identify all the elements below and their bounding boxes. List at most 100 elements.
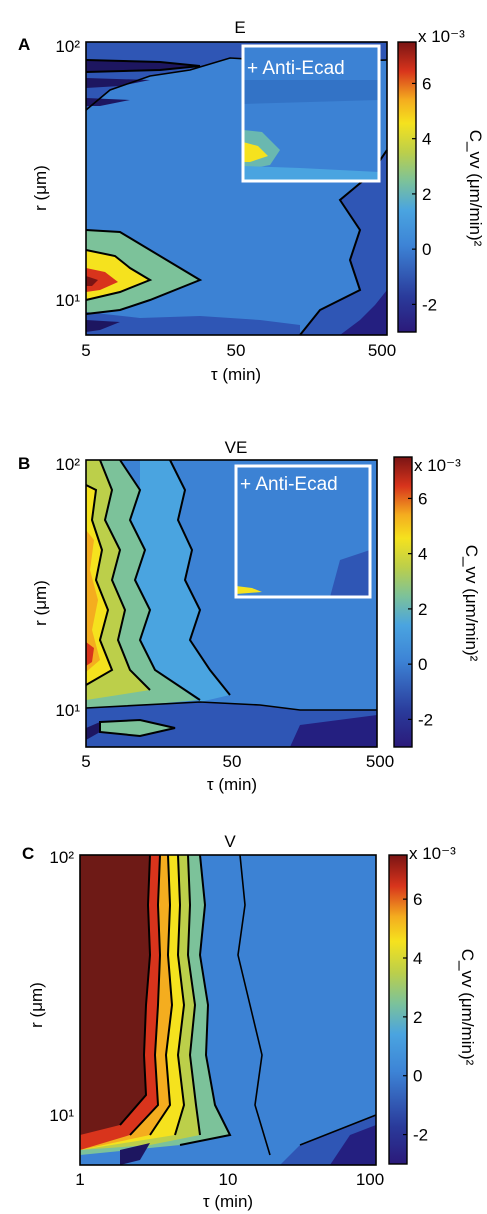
colorbar-tick-label: -2 [413, 1126, 428, 1145]
contour-line-1 [119, 459, 201, 701]
contour-line-5 [99, 718, 176, 738]
contour-line-8 [299, 1114, 377, 1146]
panel-a: A E [0, 0, 487, 395]
x-tick-label: 1 [75, 1170, 84, 1189]
y-axis-label: r (μm) [31, 165, 50, 211]
contour-line-2 [99, 459, 151, 691]
region-lowest-bottom-left [86, 722, 100, 740]
inset-anti-ecad: + Anti-Ecad [234, 464, 372, 599]
region-lowest-bottom [86, 320, 120, 332]
contour-line-4 [169, 459, 231, 696]
y-tick-label: 10² [55, 37, 80, 56]
region-max-left [86, 642, 94, 666]
colorbar: x 10⁻³ 6 4 2 0 -2 C_vv (μm/min)² [393, 456, 481, 748]
heatmap-frame [85, 41, 388, 336]
x-tick-label: 5 [81, 341, 90, 360]
colorbar-tick-label: 6 [413, 890, 422, 909]
x-axis-label: τ (min) [203, 1192, 253, 1211]
colorbar-gradient [393, 456, 413, 748]
chart-title: VE [225, 438, 248, 457]
inset-upper-band [243, 80, 379, 104]
colorbar-tick-label: 0 [422, 240, 431, 259]
colorbar-exponent: x 10⁻³ [418, 27, 465, 46]
region-max [80, 855, 150, 1135]
panel-label: C [22, 844, 34, 863]
chart-a: A E [18, 18, 485, 384]
region-lowest-right [330, 1125, 376, 1165]
heatmap-frame [85, 459, 378, 748]
region-max-lower-left [86, 276, 98, 286]
colorbar-tick-label: 4 [418, 545, 427, 564]
x-tick-label: 500 [368, 341, 396, 360]
contour-line-1 [179, 854, 232, 1146]
y-tick-label: 10¹ [49, 1106, 74, 1125]
colorbar-gradient [397, 41, 417, 333]
x-tick-label: 50 [223, 752, 242, 771]
region-lowest-right [340, 290, 387, 335]
streak-dark-2 [86, 78, 150, 88]
colorbar-label: C_vv (μm/min)² [466, 130, 485, 247]
contour-line-1 [85, 229, 203, 315]
colorbar-tick-label: 6 [422, 74, 431, 93]
contour-line-6 [119, 854, 152, 1126]
colorbar: x 10⁻³ 6 4 2 0 -2 C_vv (μm/min)² [397, 27, 485, 333]
colorbar-gradient [388, 854, 408, 1165]
chart-title: E [234, 18, 245, 37]
colorbar-label: C_vv (μm/min)² [462, 545, 481, 662]
region-peak-lower-left [86, 268, 118, 292]
colorbar-exponent: x 10⁻³ [409, 844, 456, 863]
contour-line-2 [186, 854, 201, 1136]
streak-dark-1 [86, 60, 200, 72]
colorbar-tick-label: 2 [418, 600, 427, 619]
y-tick-label: 10² [55, 455, 80, 474]
region-mid2-left [86, 460, 150, 700]
region-low-right [300, 150, 387, 335]
colorbar-tick-label: 2 [413, 1008, 422, 1027]
chart-c: C V 10² 10¹ 1 [22, 832, 477, 1211]
inset-label: + Anti-Ecad [247, 58, 345, 79]
y-tick-label: 10¹ [55, 701, 80, 720]
inset-frame [234, 464, 372, 599]
region-low-mid [130, 460, 230, 702]
x-tick-label: 10 [219, 1170, 238, 1189]
x-axis-label: τ (min) [211, 365, 261, 384]
region-low-bottom [86, 312, 300, 335]
x-axis-label: τ (min) [207, 775, 257, 794]
colorbar-tick-label: -2 [422, 295, 437, 314]
contour-line-3 [174, 854, 186, 1136]
inset-label: + Anti-Ecad [240, 474, 338, 495]
inset-high-region [236, 586, 262, 594]
colorbar-tick-label: 4 [413, 949, 422, 968]
colorbar-tick-label: 0 [413, 1067, 422, 1086]
x-tick-label: 100 [356, 1170, 384, 1189]
contour-line-3 [85, 484, 114, 686]
colorbar-tick-label: 4 [422, 130, 431, 149]
x-tick-label: 500 [366, 752, 394, 771]
inset-high-region [243, 142, 268, 162]
panel-c: C V 10² 10¹ 1 [0, 815, 487, 1211]
panel-label: A [18, 35, 30, 54]
inset-anti-ecad: + Anti-Ecad [241, 44, 381, 183]
contour-line-3 [85, 59, 201, 73]
region-lowest-bottom-right [290, 715, 377, 747]
chart-title: V [224, 832, 236, 851]
y-axis-label: r (μm) [27, 982, 46, 1028]
x-tick-label: 50 [227, 341, 246, 360]
panel-b: B VE [0, 410, 487, 805]
colorbar-tick-label: 0 [418, 655, 427, 674]
colorbar-label: C_vv (μm/min)² [458, 949, 477, 1066]
panel-label: B [18, 454, 30, 473]
contour-line-6 [85, 701, 377, 711]
colorbar: x 10⁻³ 6 4 2 0 -2 C_vv (μm/min)² [388, 844, 477, 1165]
inset-right-low [330, 550, 370, 597]
contour-line-7 [237, 854, 271, 1156]
heatmap-area [79, 854, 377, 1166]
contour-line-2 [85, 249, 153, 301]
y-tick-label: 10¹ [55, 291, 80, 310]
y-axis-label: r (μm) [31, 580, 50, 626]
contour-line-5 [129, 854, 162, 1136]
region-lowest-corner [120, 1143, 150, 1165]
colorbar-tick-label: 6 [418, 489, 427, 508]
contour-line-4 [149, 854, 174, 1136]
region-peak-left [86, 530, 100, 672]
